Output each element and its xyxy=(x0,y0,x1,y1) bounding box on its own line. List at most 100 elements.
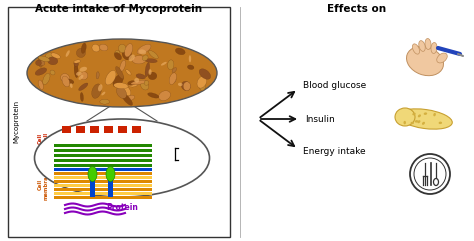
Ellipse shape xyxy=(148,72,157,80)
Ellipse shape xyxy=(126,70,131,75)
FancyBboxPatch shape xyxy=(132,126,141,133)
Ellipse shape xyxy=(141,81,149,90)
Ellipse shape xyxy=(114,53,121,60)
Ellipse shape xyxy=(145,63,150,77)
FancyBboxPatch shape xyxy=(54,143,152,147)
Ellipse shape xyxy=(95,88,101,94)
Ellipse shape xyxy=(35,119,210,197)
Ellipse shape xyxy=(128,82,138,87)
Ellipse shape xyxy=(105,70,116,85)
Ellipse shape xyxy=(80,67,87,72)
Circle shape xyxy=(410,154,450,194)
Ellipse shape xyxy=(127,95,135,100)
Ellipse shape xyxy=(412,113,416,115)
Ellipse shape xyxy=(96,72,99,79)
Ellipse shape xyxy=(418,114,421,117)
Ellipse shape xyxy=(47,57,58,65)
Ellipse shape xyxy=(46,53,55,61)
Ellipse shape xyxy=(419,41,425,51)
Ellipse shape xyxy=(137,44,151,54)
Ellipse shape xyxy=(36,60,42,66)
Ellipse shape xyxy=(118,44,126,53)
Ellipse shape xyxy=(410,122,414,124)
Ellipse shape xyxy=(74,61,79,67)
Ellipse shape xyxy=(92,44,100,52)
Ellipse shape xyxy=(182,81,191,91)
Text: Effects on: Effects on xyxy=(328,4,387,14)
Ellipse shape xyxy=(136,74,146,79)
Ellipse shape xyxy=(38,56,50,62)
Ellipse shape xyxy=(98,84,102,91)
Ellipse shape xyxy=(116,67,124,79)
Ellipse shape xyxy=(76,48,85,58)
FancyBboxPatch shape xyxy=(54,148,152,152)
Ellipse shape xyxy=(438,122,442,124)
Circle shape xyxy=(414,158,446,190)
Ellipse shape xyxy=(43,73,50,85)
Ellipse shape xyxy=(171,77,176,82)
FancyBboxPatch shape xyxy=(54,168,152,171)
Ellipse shape xyxy=(398,109,452,129)
Ellipse shape xyxy=(148,93,159,98)
Ellipse shape xyxy=(183,82,191,91)
Ellipse shape xyxy=(122,94,133,106)
Ellipse shape xyxy=(178,83,182,86)
Ellipse shape xyxy=(161,62,167,66)
Ellipse shape xyxy=(418,120,420,123)
Ellipse shape xyxy=(437,53,447,63)
Ellipse shape xyxy=(431,42,437,54)
Ellipse shape xyxy=(424,112,427,115)
Ellipse shape xyxy=(189,55,191,62)
Ellipse shape xyxy=(200,82,206,91)
FancyBboxPatch shape xyxy=(8,7,230,237)
FancyBboxPatch shape xyxy=(54,192,152,195)
Ellipse shape xyxy=(100,44,108,51)
Ellipse shape xyxy=(35,68,47,75)
FancyBboxPatch shape xyxy=(54,172,152,175)
FancyBboxPatch shape xyxy=(90,169,95,197)
Ellipse shape xyxy=(50,70,55,75)
Ellipse shape xyxy=(175,48,185,55)
Ellipse shape xyxy=(80,72,88,80)
Text: Cell
membrane: Cell membrane xyxy=(37,168,48,200)
Ellipse shape xyxy=(100,99,109,104)
Ellipse shape xyxy=(434,179,438,186)
Ellipse shape xyxy=(128,81,136,85)
Ellipse shape xyxy=(66,50,70,57)
Text: β-glucans: β-glucans xyxy=(153,148,187,154)
Ellipse shape xyxy=(80,93,83,101)
Ellipse shape xyxy=(172,67,177,73)
Ellipse shape xyxy=(38,80,43,90)
Ellipse shape xyxy=(187,65,194,69)
Ellipse shape xyxy=(425,39,431,49)
Ellipse shape xyxy=(169,73,176,85)
Ellipse shape xyxy=(120,60,126,72)
Ellipse shape xyxy=(197,76,207,88)
FancyBboxPatch shape xyxy=(62,126,71,133)
Ellipse shape xyxy=(51,53,60,58)
Ellipse shape xyxy=(142,55,148,61)
FancyBboxPatch shape xyxy=(54,159,152,162)
Ellipse shape xyxy=(117,87,127,99)
FancyBboxPatch shape xyxy=(54,163,152,167)
Ellipse shape xyxy=(114,83,128,89)
Text: Cell
wall: Cell wall xyxy=(37,132,48,144)
Ellipse shape xyxy=(70,83,73,88)
Ellipse shape xyxy=(81,43,86,54)
Ellipse shape xyxy=(412,44,419,54)
Ellipse shape xyxy=(422,122,425,125)
Ellipse shape xyxy=(79,75,83,80)
Ellipse shape xyxy=(65,79,74,84)
Ellipse shape xyxy=(168,60,174,70)
FancyBboxPatch shape xyxy=(54,180,152,183)
FancyBboxPatch shape xyxy=(108,169,113,197)
Text: Acute intake of Mycoprotein: Acute intake of Mycoprotein xyxy=(36,4,202,14)
Text: Insulin: Insulin xyxy=(305,114,335,123)
Ellipse shape xyxy=(92,84,101,98)
Ellipse shape xyxy=(115,50,120,56)
Text: Chitin: Chitin xyxy=(153,154,174,160)
FancyBboxPatch shape xyxy=(54,175,152,179)
Ellipse shape xyxy=(76,72,82,76)
Ellipse shape xyxy=(122,49,132,60)
FancyBboxPatch shape xyxy=(118,126,127,133)
